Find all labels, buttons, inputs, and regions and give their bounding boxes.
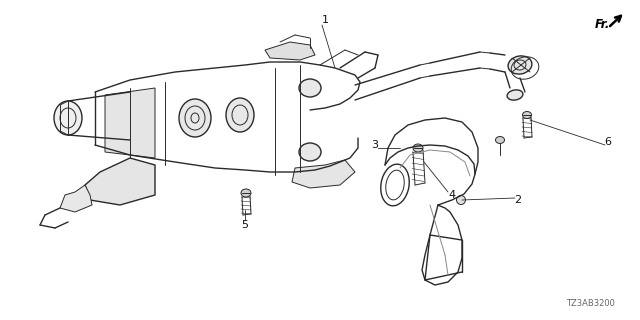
- Polygon shape: [85, 158, 155, 205]
- Ellipse shape: [507, 90, 523, 100]
- Polygon shape: [265, 42, 315, 60]
- Text: TZ3AB3200: TZ3AB3200: [566, 299, 615, 308]
- Ellipse shape: [413, 144, 423, 152]
- Text: 5: 5: [241, 220, 248, 230]
- Ellipse shape: [299, 143, 321, 161]
- Ellipse shape: [456, 196, 465, 204]
- Ellipse shape: [226, 98, 254, 132]
- Ellipse shape: [241, 189, 251, 197]
- Ellipse shape: [508, 56, 532, 74]
- Polygon shape: [105, 88, 155, 158]
- Ellipse shape: [299, 79, 321, 97]
- Text: 6: 6: [605, 137, 611, 147]
- Polygon shape: [292, 160, 355, 188]
- Ellipse shape: [179, 99, 211, 137]
- Ellipse shape: [522, 111, 531, 118]
- Text: 1: 1: [321, 15, 328, 25]
- Ellipse shape: [54, 101, 82, 135]
- Polygon shape: [60, 185, 92, 212]
- Text: 2: 2: [515, 195, 522, 205]
- Text: 3: 3: [371, 140, 378, 150]
- Text: Fr.: Fr.: [595, 18, 611, 31]
- Text: 4: 4: [449, 190, 456, 200]
- Ellipse shape: [495, 137, 504, 143]
